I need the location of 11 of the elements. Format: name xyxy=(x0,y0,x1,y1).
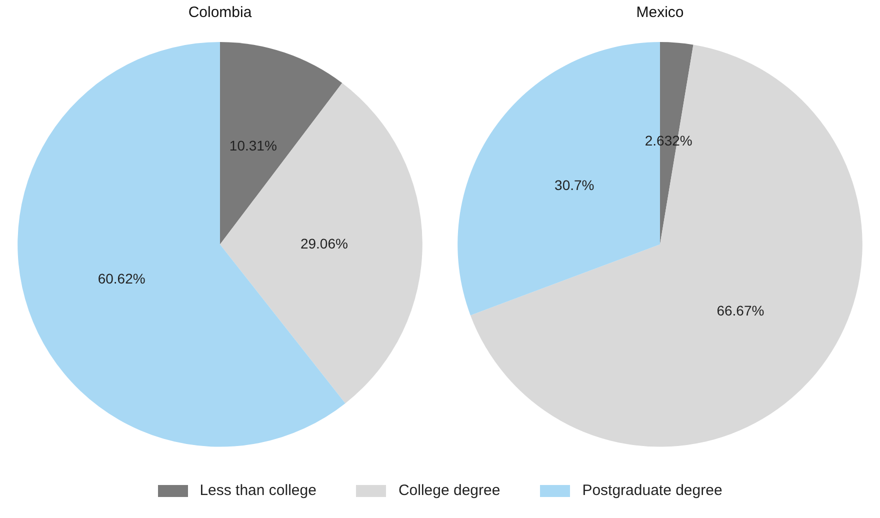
legend-label: Postgraduate degree xyxy=(582,482,722,499)
chart-title: Mexico xyxy=(636,4,684,21)
data-label: 66.67% xyxy=(716,302,764,319)
data-label: 30.7% xyxy=(554,177,594,194)
legend-label: Less than college xyxy=(200,482,316,499)
data-label: 10.31% xyxy=(229,138,277,154)
data-label: 2.632% xyxy=(644,132,692,149)
data-label: 29.06% xyxy=(300,235,348,252)
legend-label: College degree xyxy=(398,482,500,499)
data-label: 60.62% xyxy=(98,270,146,287)
chart-title: Colombia xyxy=(188,4,252,21)
